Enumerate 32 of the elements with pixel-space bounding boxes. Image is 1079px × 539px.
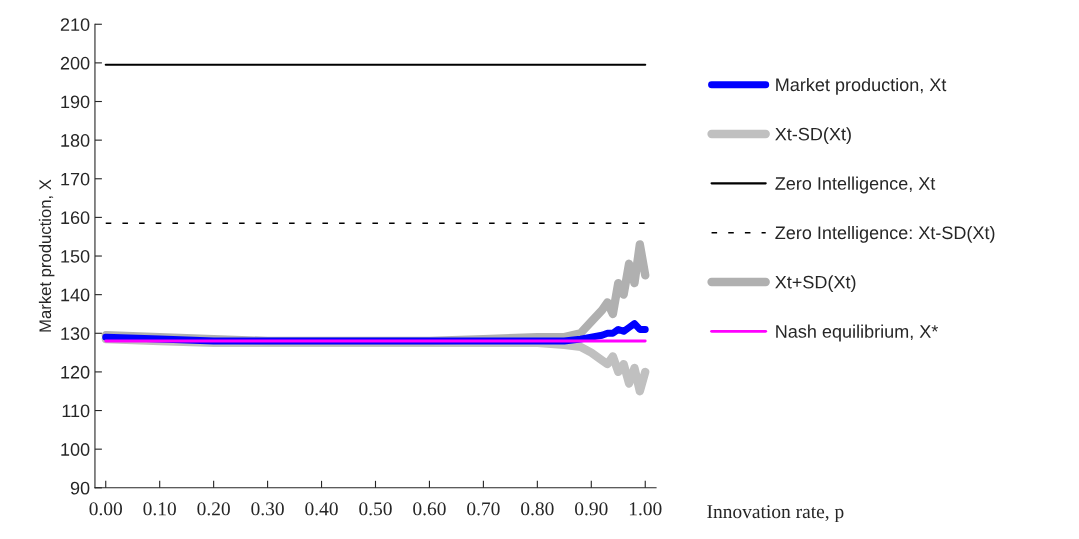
x-tick-label: 0.90 — [575, 502, 608, 516]
y-tick-label: 200 — [60, 56, 90, 70]
y-tick-label: 190 — [61, 95, 90, 109]
x-tick-label: 0.50 — [359, 502, 392, 516]
y-tick-label: 170 — [61, 172, 90, 186]
y-tick-label: 120 — [61, 365, 90, 379]
x-tick-label: 0.60 — [413, 502, 446, 516]
x-tick-label: 0.00 — [89, 502, 123, 516]
y-tick-label: 130 — [61, 327, 90, 340]
legend-label: Zero Intelligence, Xt — [775, 176, 936, 194]
y-tick-label: 100 — [61, 443, 90, 456]
x-tick-label: 0.40 — [305, 502, 338, 516]
x-tick-label: 0.80 — [521, 502, 554, 516]
y-tick-label: 210 — [60, 18, 90, 31]
x-tick-label: 0.70 — [467, 502, 500, 516]
legend-label: Xt-SD(Xt) — [775, 127, 851, 145]
y-tick-label: 140 — [61, 288, 90, 302]
x-tick-label: 0.30 — [251, 502, 284, 516]
y-tick-label: 160 — [61, 211, 90, 225]
x-tick-label: 0.10 — [143, 502, 176, 516]
y-tick-label: 150 — [61, 249, 90, 263]
y-tick-label: 90 — [70, 481, 90, 495]
x-axis-title: Innovation rate, p — [707, 505, 844, 523]
x-tick-label: 0.20 — [197, 502, 230, 516]
y-tick-label: 110 — [62, 404, 90, 418]
legend-label: Nash equilibrium, X* — [776, 324, 939, 342]
y-axis-title: Market production, X — [38, 179, 55, 332]
legend-label: Market production, Xt — [776, 77, 947, 95]
x-tick-label: 1.00 — [629, 502, 662, 516]
legend-label: Zero Intelligence: Xt-SD(Xt) — [775, 225, 995, 243]
y-tick-label: 180 — [61, 134, 90, 147]
legend-label: Xt+SD(Xt) — [775, 275, 856, 293]
